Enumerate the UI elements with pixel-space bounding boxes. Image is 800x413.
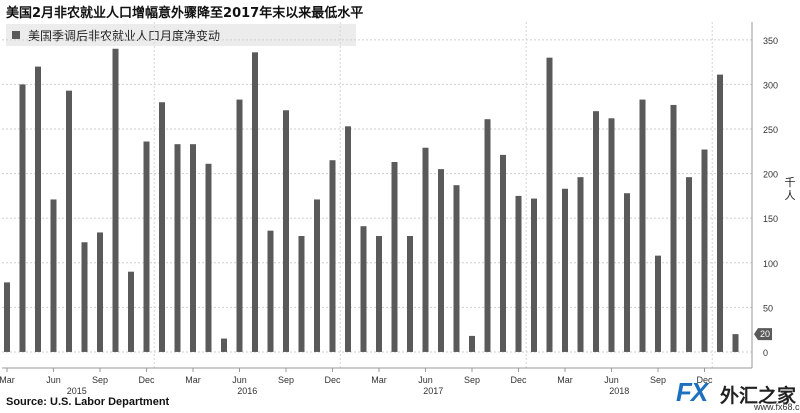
bar xyxy=(422,147,429,352)
legend-swatch xyxy=(12,31,20,39)
logo-cn-text: 外汇之家 xyxy=(720,385,797,407)
x-year-label: 2016 xyxy=(237,386,257,396)
bar xyxy=(283,110,289,352)
fx68-logo: FX 外汇之家 www.fx68.com xyxy=(672,377,800,413)
bar xyxy=(345,126,351,352)
bar xyxy=(190,144,196,352)
x-tick-label: Sep xyxy=(464,375,480,385)
bar xyxy=(577,177,584,352)
bar xyxy=(128,271,134,352)
y-tick-label: 50 xyxy=(763,303,773,313)
bar xyxy=(4,282,10,352)
x-year-label: 2017 xyxy=(423,386,443,396)
y-tick-label: 300 xyxy=(763,80,778,90)
bar xyxy=(484,119,491,352)
bar xyxy=(174,144,181,352)
bar xyxy=(298,236,305,352)
x-tick-label: Sep xyxy=(278,375,294,385)
x-tick-label: Mar xyxy=(185,375,201,385)
bar xyxy=(639,99,646,352)
bar xyxy=(593,111,599,352)
bar xyxy=(453,185,460,352)
x-tick-label: Sep xyxy=(92,375,108,385)
bar xyxy=(81,242,88,352)
bar xyxy=(469,335,475,352)
x-tick-label: Dec xyxy=(510,375,527,385)
bar xyxy=(97,232,103,352)
y-tick-label: 0 xyxy=(763,348,768,358)
bar xyxy=(701,149,708,352)
bar xyxy=(515,195,522,352)
x-tick-label: Mar xyxy=(371,375,387,385)
legend-label: 美国季调后非农就业人口月度净变动 xyxy=(28,29,221,43)
y-tick-label: 150 xyxy=(763,214,778,224)
bar xyxy=(205,163,212,352)
chart-legend: 美国季调后非农就业人口月度净变动 xyxy=(6,24,356,46)
x-year-label: 2015 xyxy=(67,386,87,396)
bar xyxy=(329,160,336,352)
bar xyxy=(531,198,537,352)
bar xyxy=(732,334,739,352)
bar xyxy=(438,169,444,352)
bar xyxy=(655,255,661,352)
chart-title: 美国2月非农就业人口增幅意外骤降至2017年末以来最低水平 xyxy=(6,6,364,21)
logo-fx-text: FX xyxy=(676,377,708,407)
last-value-label: 20 xyxy=(760,329,770,339)
bar xyxy=(159,102,165,352)
x-tick-label: Mar xyxy=(557,375,573,385)
x-tick-label: Sep xyxy=(650,375,666,385)
x-tick-label: Dec xyxy=(696,375,713,385)
logo-url-text: www.fx68.com xyxy=(754,402,800,412)
bar xyxy=(391,162,398,352)
bar xyxy=(360,226,367,352)
x-tick-label: Dec xyxy=(138,375,155,385)
bar xyxy=(562,188,568,352)
bar xyxy=(546,57,553,352)
x-year-label: 2018 xyxy=(609,386,629,396)
y-axis-label: 千人 xyxy=(785,176,796,202)
y-tick-label: 100 xyxy=(763,259,778,269)
bar xyxy=(686,177,692,352)
y-tick-label: 250 xyxy=(763,125,778,135)
bar xyxy=(252,52,258,352)
bar xyxy=(66,90,72,352)
x-tick-label: Dec xyxy=(324,375,341,385)
bar xyxy=(267,230,274,352)
x-tick-label: Jun xyxy=(46,375,61,385)
source-note: Source: U.S. Labor Department xyxy=(6,396,170,408)
bar xyxy=(236,99,243,352)
bar xyxy=(670,104,677,352)
last-value-marker xyxy=(754,328,772,341)
y-tick-label: 350 xyxy=(763,36,778,46)
y-tick-label: 200 xyxy=(763,170,778,180)
bar xyxy=(376,236,382,352)
bar xyxy=(143,141,150,352)
x-tick-label: Jun xyxy=(418,375,433,385)
bar xyxy=(35,66,41,352)
bar xyxy=(717,74,723,352)
x-tick-label: Jun xyxy=(232,375,247,385)
x-tick-label: Jun xyxy=(604,375,619,385)
bar xyxy=(500,154,506,352)
bar xyxy=(608,118,615,352)
bar xyxy=(19,84,26,352)
bar xyxy=(624,193,630,352)
bar xyxy=(112,48,119,352)
bar xyxy=(221,338,227,352)
bar xyxy=(50,199,57,352)
x-tick-label: Mar xyxy=(0,375,15,385)
bar xyxy=(314,199,320,352)
bar xyxy=(407,236,413,352)
